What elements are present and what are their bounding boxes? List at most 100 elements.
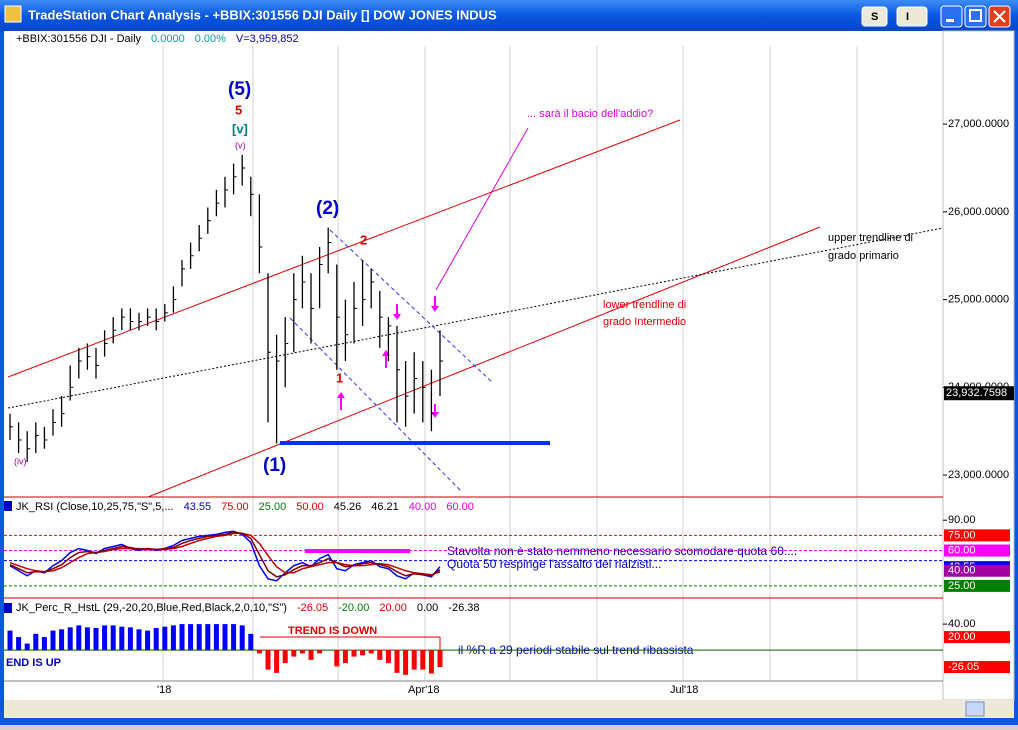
price-axis-area xyxy=(942,30,1015,701)
s-button-label[interactable]: S xyxy=(871,11,878,23)
histogram-bar xyxy=(265,650,271,670)
header-text: 0.0000 xyxy=(151,33,185,45)
histogram-bar xyxy=(342,650,348,664)
header-text: V=3,959,852 xyxy=(236,33,299,45)
histogram-bar xyxy=(136,629,142,651)
histogram-bar xyxy=(239,625,245,651)
histogram-bar xyxy=(24,643,30,651)
rsi-line xyxy=(9,530,441,582)
axis-box xyxy=(944,529,1010,542)
histogram-bar xyxy=(110,625,116,651)
lower-trendline xyxy=(147,226,821,498)
wave-label: (2) xyxy=(316,198,339,219)
trend-label: END IS UP xyxy=(6,657,61,669)
header-text: 45.26 xyxy=(334,501,362,513)
date-label: Jul'18 xyxy=(670,684,698,696)
header-text: 0.00 xyxy=(417,602,438,614)
rsi-note: Quota 50 respinge l'assalto dei rialzist… xyxy=(447,557,661,571)
date-grid xyxy=(162,46,858,680)
header-text: 50.00 xyxy=(296,501,324,513)
annotation: ... sarà il bacio dell'addio? xyxy=(527,108,653,120)
indicator-icon xyxy=(4,603,12,613)
histogram-bar xyxy=(334,650,340,667)
axis-box xyxy=(944,579,1010,592)
histogram-bar xyxy=(67,627,73,651)
histogram-bar xyxy=(50,630,56,651)
trend-label: TREND IS DOWN xyxy=(288,625,377,637)
axis-box-label: 25.00 xyxy=(948,580,976,592)
histogram-bar xyxy=(291,650,297,657)
histogram-bar xyxy=(16,637,22,651)
rsi-line xyxy=(9,531,441,578)
histogram-bar xyxy=(179,624,185,651)
histogram-bar xyxy=(274,650,280,673)
scrollbar[interactable] xyxy=(4,700,1014,718)
histogram-bar xyxy=(76,625,82,651)
i-button[interactable] xyxy=(896,6,928,27)
wave-label: (iv) xyxy=(14,456,27,466)
histogram-bar xyxy=(351,650,357,657)
histogram-bar xyxy=(170,625,176,651)
histogram-bar xyxy=(59,629,65,651)
scroll-thumb[interactable] xyxy=(965,701,985,717)
s-button[interactable] xyxy=(861,6,888,27)
y-tick-label: 27,000.0000 xyxy=(948,118,1009,130)
annotation: grado Intermedio xyxy=(603,316,686,328)
histogram-bar xyxy=(420,650,426,670)
y-tick-label: 23,000.0000 xyxy=(948,469,1009,481)
window-title: TradeStation Chart Analysis - +BBIX:3015… xyxy=(28,7,497,22)
histogram-bar xyxy=(84,627,90,651)
annotation: upper trendline di xyxy=(828,232,913,244)
histogram-bar xyxy=(222,624,228,651)
header-text: JK_Perc_R_HstL (29,-20,20,Blue,Red,Black… xyxy=(16,602,287,614)
header-text: -20.00 xyxy=(338,602,369,614)
date-label: Apr'18 xyxy=(408,684,439,696)
app-icon xyxy=(4,5,22,23)
histogram-bar xyxy=(127,627,133,651)
axis-box-label: 60.00 xyxy=(948,544,976,556)
wave-label: 1 xyxy=(336,370,343,385)
wave-label: (5) xyxy=(228,79,251,100)
i-button-label[interactable]: I xyxy=(906,11,909,23)
header-text: 20.00 xyxy=(379,602,407,614)
histogram-bar xyxy=(299,650,305,654)
wave-label: 5 xyxy=(235,102,242,117)
header-text: 60.00 xyxy=(446,501,474,513)
histogram-bar xyxy=(102,625,108,651)
histogram-bar xyxy=(188,624,194,651)
wave-label: (1) xyxy=(263,455,286,476)
wave-label: [v] xyxy=(232,121,248,136)
header-text: -26.38 xyxy=(448,602,479,614)
axis-box xyxy=(944,544,1010,557)
y-tick-label: 25,000.0000 xyxy=(948,294,1009,306)
histogram-bar xyxy=(213,624,219,651)
histogram-bar xyxy=(7,630,13,651)
axis-box-label: 40.00 xyxy=(948,565,976,577)
header-text: 0.00% xyxy=(195,33,226,45)
histogram-bar xyxy=(248,633,254,651)
histogram-bar xyxy=(162,626,168,651)
y-tick-label: 26,000.0000 xyxy=(948,206,1009,218)
last-price-label: 23,932.7598 xyxy=(946,387,1007,399)
callout-line xyxy=(435,127,529,291)
rsi-note: Stavolta non è stato nemmeno necessario … xyxy=(447,544,797,558)
header-text: 40.00 xyxy=(409,501,437,513)
axis-box xyxy=(944,631,1010,644)
histogram-bar xyxy=(256,650,262,654)
axis-box-label: 20.00 xyxy=(948,631,976,643)
histogram-bar xyxy=(368,650,374,654)
annotation: lower trendline di xyxy=(603,299,686,311)
minimize-button[interactable] xyxy=(940,5,963,28)
histogram-bar xyxy=(308,650,314,660)
minimize-icon xyxy=(946,19,954,22)
axis-box-label: -26.05 xyxy=(948,661,979,673)
header-text: +BBIX:301556 DJI - Daily xyxy=(16,33,142,45)
header-text: 25.00 xyxy=(259,501,287,513)
chart-area xyxy=(4,31,1014,700)
annotation: grado primario xyxy=(828,250,899,262)
axis-box-label: 75.00 xyxy=(948,529,976,541)
indicator-icon xyxy=(4,501,12,511)
title-bar xyxy=(0,0,1018,31)
last-price-box xyxy=(944,386,1014,401)
histogram-bar xyxy=(196,624,202,651)
